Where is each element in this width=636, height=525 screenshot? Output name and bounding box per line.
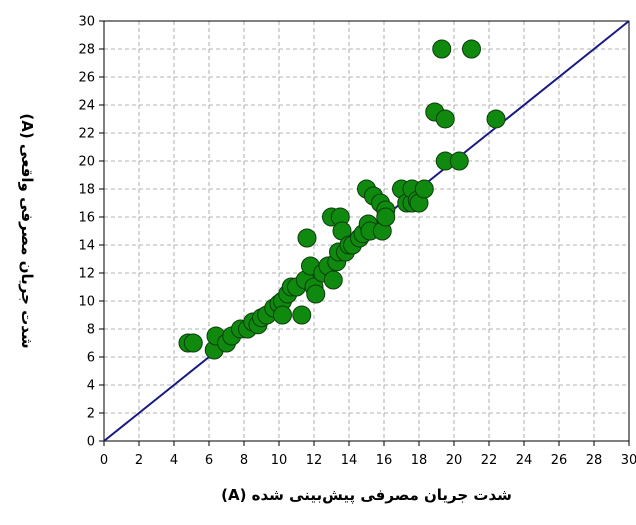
y-axis-title: شدت جریان مصرفی واقعی (A) [18, 113, 36, 348]
data-point [292, 305, 312, 325]
data-points [178, 39, 506, 360]
y-tick-label: 0 [87, 435, 95, 450]
x-tick-label: 30 [621, 453, 636, 468]
x-axis-title: شدت جریان مصرفی پیش‌بینی شده (A) [221, 486, 512, 505]
data-point [435, 109, 455, 129]
y-tick-label: 10 [78, 295, 95, 310]
x-tick-label: 14 [341, 453, 358, 468]
data-point [323, 270, 343, 290]
data-point [449, 151, 469, 171]
x-tick-label: 28 [586, 453, 603, 468]
y-tick-label: 2 [87, 407, 95, 422]
x-tick-label: 12 [306, 453, 323, 468]
data-point [414, 179, 434, 199]
x-tick-label: 26 [551, 453, 568, 468]
grid [104, 21, 629, 441]
y-tick-label: 20 [78, 155, 95, 170]
x-tick-label: 18 [411, 453, 428, 468]
y-tick-label: 14 [78, 239, 95, 254]
y-tick-label: 8 [87, 323, 95, 338]
data-point [376, 207, 396, 227]
y-tick-label: 4 [87, 379, 95, 394]
x-tick-label: 10 [271, 453, 288, 468]
y-tick-label: 28 [78, 43, 95, 58]
data-point [306, 284, 326, 304]
data-point [297, 228, 317, 248]
data-point [183, 333, 203, 353]
y-tick-label: 6 [87, 351, 95, 366]
data-point [462, 39, 481, 59]
x-tick-label: 16 [376, 453, 393, 468]
y-tick-label: 16 [78, 211, 95, 226]
data-point [432, 39, 452, 59]
data-point [273, 305, 292, 325]
y-tick-label: 26 [78, 71, 95, 86]
x-tick-label: 24 [516, 453, 533, 468]
y-tick-label: 30 [78, 15, 95, 30]
x-tick-label: 22 [481, 453, 498, 468]
x-tick-label: 20 [446, 453, 463, 468]
x-tick-label: 2 [135, 453, 143, 468]
y-tick-label: 18 [78, 183, 95, 198]
y-tick-label: 24 [78, 99, 95, 114]
y-tick-label: 12 [78, 267, 95, 282]
data-point [486, 109, 506, 129]
x-axis: 0 2 4 6 8 10 12 14 16 18 20 22 24 26 28 30 [100, 441, 636, 468]
x-tick-label: 8 [240, 453, 248, 468]
x-tick-label: 6 [205, 453, 213, 468]
y-tick-label: 22 [78, 127, 95, 142]
x-tick-label: 4 [170, 453, 178, 468]
plot-area [103, 20, 630, 442]
x-tick-label: 0 [100, 453, 108, 468]
